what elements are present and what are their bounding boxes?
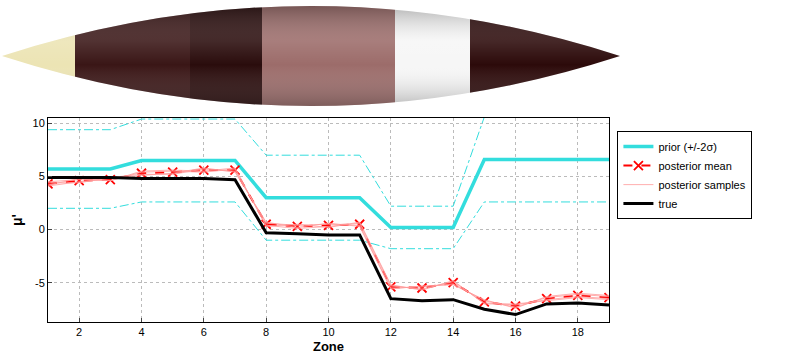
svg-text:μ': μ': [9, 214, 25, 226]
svg-text:posterior samples: posterior samples: [658, 179, 745, 191]
svg-text:8: 8: [263, 326, 269, 338]
svg-text:0: 0: [39, 223, 45, 235]
svg-text:5: 5: [39, 170, 45, 182]
svg-text:Zone: Zone: [313, 339, 344, 354]
svg-text:6: 6: [201, 326, 207, 338]
svg-text:posterior mean: posterior mean: [658, 160, 731, 172]
svg-text:2: 2: [76, 326, 82, 338]
svg-text:12: 12: [385, 326, 397, 338]
svg-text:prior (+/-2σ): prior (+/-2σ): [658, 141, 716, 153]
svg-text:10: 10: [322, 326, 334, 338]
svg-text:-5: -5: [35, 277, 45, 289]
svg-text:4: 4: [138, 326, 144, 338]
svg-text:10: 10: [33, 117, 45, 129]
svg-text:16: 16: [509, 326, 521, 338]
svg-text:18: 18: [572, 326, 584, 338]
svg-text:true: true: [658, 198, 677, 210]
svg-text:14: 14: [447, 326, 459, 338]
